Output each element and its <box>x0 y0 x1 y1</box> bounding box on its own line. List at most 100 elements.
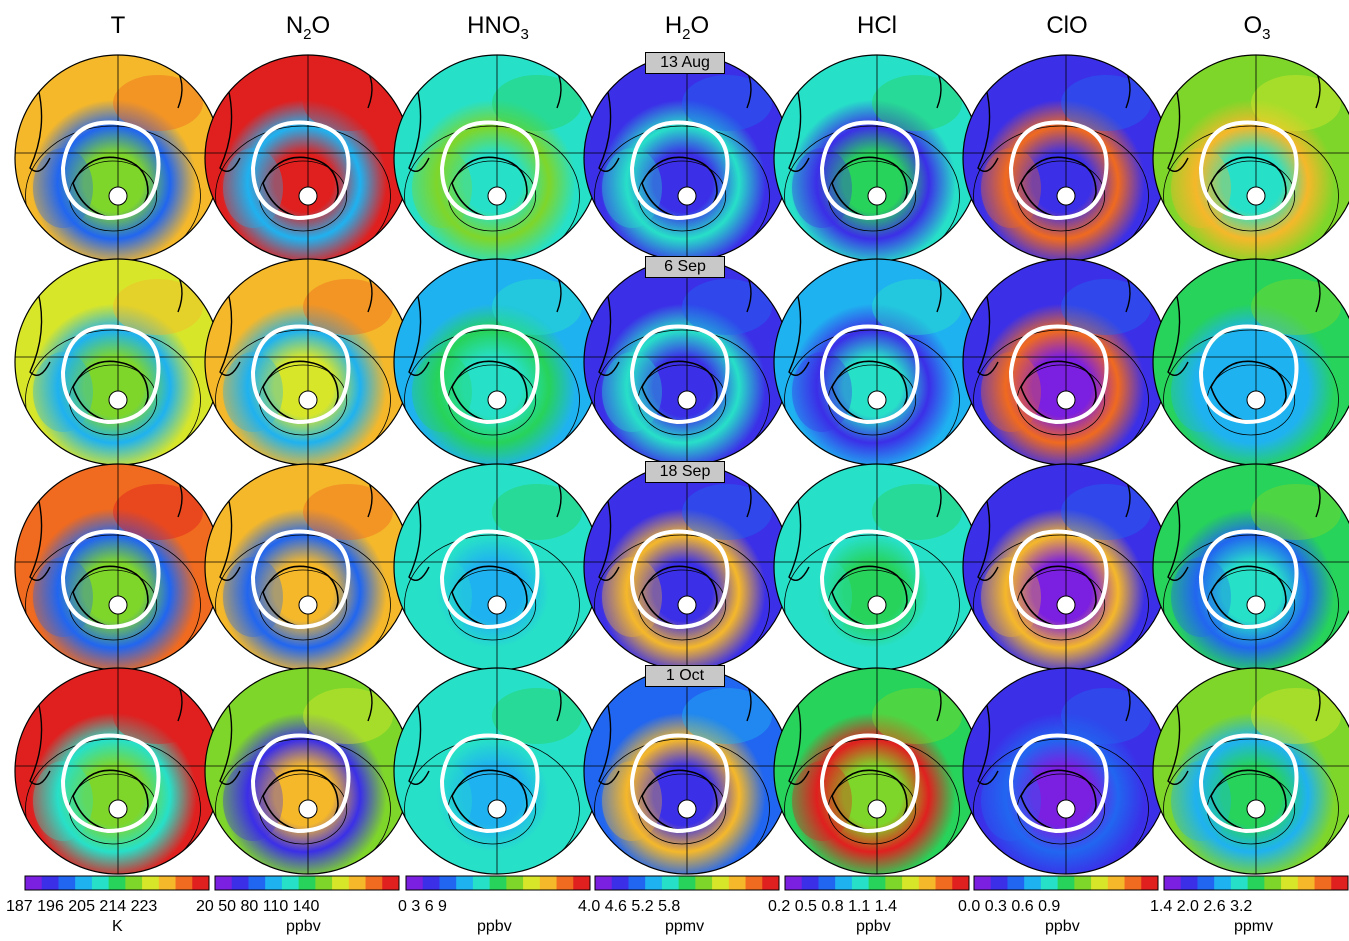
antarctica-coastline <box>262 565 339 628</box>
vortex-edge-contour <box>250 529 351 630</box>
latitude-line <box>1163 738 1339 874</box>
south-america-coastline <box>977 496 999 581</box>
colorbar-swatch-N2O <box>332 876 350 890</box>
vortex-edge-contour <box>629 324 730 425</box>
south-america-coastline <box>598 291 620 376</box>
latitude-line <box>25 534 201 670</box>
pole-hole <box>298 186 318 206</box>
colorbar-swatch-H2O <box>745 876 763 890</box>
latitude-line <box>594 329 770 465</box>
colorbar-unit-HNO3: ppbv <box>477 918 512 935</box>
colorbar-swatch-ClO <box>1057 876 1075 890</box>
colorbar-swatch-N2O <box>248 876 266 890</box>
south-america-coastline <box>977 87 999 172</box>
pole-hole <box>108 595 128 615</box>
map-panel-HCl-3 <box>774 668 980 874</box>
date-label-18-sep: 18 Sep <box>645 461 725 483</box>
map-panel-O3-3 <box>1153 668 1349 874</box>
colorbar-unit-N2O: ppbv <box>286 918 321 935</box>
latitude-line <box>25 738 201 874</box>
colorbar-swatch-H2O <box>645 876 663 890</box>
colorbar-swatch-H2O <box>628 876 646 890</box>
pole-hole <box>487 595 507 615</box>
colorbar-ticks-HNO3: 0 3 6 9 <box>398 898 447 915</box>
vortex-edge-contour <box>1008 529 1109 630</box>
field-patch <box>1061 279 1151 335</box>
map-panel-H2O-2 <box>584 464 790 670</box>
colorbar-unit-H2O: ppmv <box>665 918 705 935</box>
pole-hole <box>1246 799 1266 819</box>
south-america-coastline <box>788 700 810 785</box>
south-america-coastline <box>788 496 810 581</box>
latitude-line <box>215 534 391 670</box>
field-patch <box>872 688 962 744</box>
map-panel-N2O-1 <box>205 259 411 465</box>
colorbar-swatch-H2O <box>728 876 747 890</box>
field-patch <box>492 75 582 131</box>
colorbar-swatch-N2O <box>281 876 300 890</box>
colorbar-swatch-T <box>125 876 143 890</box>
pole-hole <box>677 186 697 206</box>
vortex-edge-contour <box>60 733 161 834</box>
pole-hole <box>1056 186 1076 206</box>
map-panel-HCl-1 <box>774 259 980 465</box>
colorbar-swatch-HCl <box>851 876 870 890</box>
pole-hole <box>867 186 887 206</box>
colorbar-swatch-ClO <box>1074 876 1092 890</box>
vortex-edge-contour <box>1198 120 1299 221</box>
south-america-coastline <box>788 87 810 172</box>
colorbar-swatch-HNO3 <box>539 876 558 890</box>
vortex-edge-contour <box>439 120 540 221</box>
column-title-ClO: ClO <box>1046 12 1088 39</box>
field-patch <box>872 75 962 131</box>
vortex-edge-contour <box>1198 324 1299 425</box>
colorbar-swatch-T <box>108 876 126 890</box>
colorbar-frame-O3 <box>1163 875 1349 891</box>
colorbar-swatch-ClO <box>1040 876 1059 890</box>
field-patch <box>1251 75 1341 131</box>
colorbar-swatch-HNO3 <box>422 876 440 890</box>
latitude-line <box>594 125 770 261</box>
map-panel-HNO3-2 <box>394 464 600 670</box>
south-america-coastline <box>29 496 51 581</box>
map-border <box>1152 667 1349 875</box>
latitude-line <box>404 125 580 261</box>
vortex-edge-contour <box>1008 120 1109 221</box>
colorbar-ticks-H2O: 4.0 4.6 5.2 5.8 <box>578 898 681 915</box>
field-patch <box>303 688 393 744</box>
field-patch <box>113 75 203 131</box>
colorbar-swatch-H2O <box>712 876 730 890</box>
pole-hole <box>1056 595 1076 615</box>
vortex-edge-contour <box>60 529 161 630</box>
colorbar-swatch-ClO <box>1091 876 1109 890</box>
column-title-T: T <box>110 12 126 39</box>
map-panel-ClO-3 <box>963 668 1169 874</box>
latitude-line <box>215 125 391 261</box>
south-america-coastline <box>219 291 241 376</box>
map-panel-N2O-2 <box>205 464 411 670</box>
vortex-edge-contour <box>629 529 730 630</box>
pole-hole <box>1246 186 1266 206</box>
column-title-HCl: HCl <box>857 12 897 39</box>
colorbar-swatch-HNO3 <box>506 876 524 890</box>
latitude-line <box>215 329 391 465</box>
column-title-HNO3: HNO3 <box>467 12 529 43</box>
latitude-line <box>404 738 580 874</box>
antarctica-coastline <box>451 769 528 832</box>
colorbar-swatch-O3 <box>1230 876 1249 890</box>
vortex-edge-contour <box>60 324 161 425</box>
map-panel-N2O-0 <box>205 55 411 261</box>
vortex-edge-contour <box>1008 733 1109 834</box>
colorbar-swatch-O3 <box>1180 876 1198 890</box>
pole-hole <box>867 799 887 819</box>
field-patch <box>303 484 393 540</box>
colorbar-swatch-T <box>58 876 76 890</box>
colorbar-swatch-HCl <box>868 876 886 890</box>
antarctica-coastline <box>641 360 718 423</box>
south-america-coastline <box>408 291 430 376</box>
antarctica-coastline <box>451 565 528 628</box>
south-america-coastline <box>598 87 620 172</box>
colorbar-swatch-HCl <box>952 876 970 890</box>
pole-hole <box>298 595 318 615</box>
